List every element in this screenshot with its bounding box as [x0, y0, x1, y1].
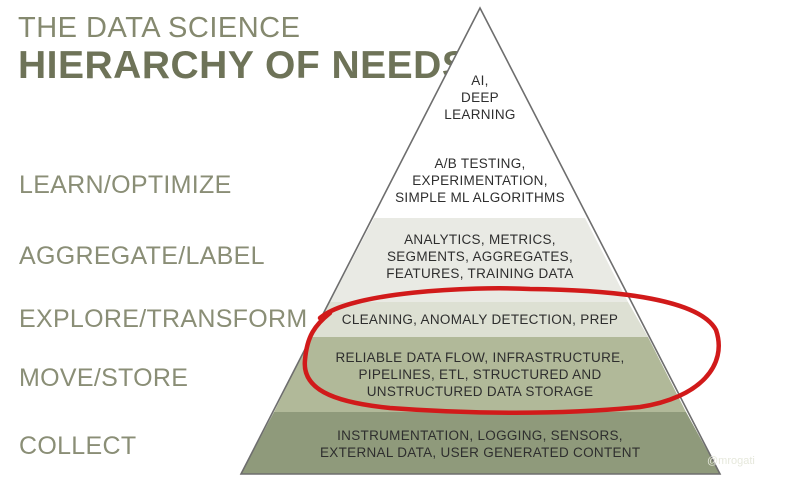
- credit-handle: @mrogati: [707, 455, 755, 467]
- tier-analytics-text: ANALYTICS, METRICS, SEGMENTS, AGGREGATES…: [380, 231, 580, 282]
- tier-reliable-band: [274, 337, 686, 412]
- tier-ai-line: LEARNING: [444, 107, 516, 122]
- pyramid-outline: [239, 6, 722, 475]
- side-label-explore-transform: EXPLORE/TRANSFORM: [19, 305, 308, 333]
- title-line-2: HIERARCHY OF NEEDS: [18, 44, 469, 87]
- tier-ai-band: [412, 8, 547, 143]
- tier-ab-line: A/B TESTING,: [434, 156, 526, 171]
- tier-ai-text: AI, DEEP LEARNING: [440, 72, 520, 123]
- tier-reliable-line: UNSTRUCTURED DATA STORAGE: [366, 384, 594, 399]
- side-label-move-store: MOVE/STORE: [19, 364, 189, 392]
- tier-ab-testing-text: A/B TESTING, EXPERIMENTATION, SIMPLE ML …: [395, 155, 565, 206]
- tier-reliable-line: PIPELINES, ETL, STRUCTURED AND: [358, 367, 602, 382]
- tier-instrumentation-line: EXTERNAL DATA, USER GENERATED CONTENT: [320, 445, 641, 460]
- side-label-learn-optimize: LEARN/OPTIMIZE: [19, 171, 232, 199]
- tier-instrumentation-band: [241, 412, 720, 474]
- tier-ab-line: EXPERIMENTATION,: [412, 173, 548, 188]
- tier-analytics-line: SEGMENTS, AGGREGATES,: [386, 249, 574, 264]
- tier-cleaning-band: [311, 302, 648, 337]
- tier-analytics-band: [330, 218, 628, 302]
- tier-instrumentation-text: INSTRUMENTATION, LOGGING, SENSORS, EXTER…: [320, 427, 640, 461]
- tier-ab-line: SIMPLE ML ALGORITHMS: [395, 190, 565, 205]
- highlight-ellipse: [302, 286, 721, 415]
- side-label-aggregate-label: AGGREGATE/LABEL: [19, 242, 265, 270]
- tier-ai-line: AI,: [471, 73, 489, 88]
- title-line-1: THE DATA SCIENCE: [18, 12, 301, 44]
- tier-reliable-text: RELIABLE DATA FLOW, INFRASTRUCTURE, PIPE…: [320, 349, 640, 400]
- side-label-collect: COLLECT: [19, 432, 137, 460]
- tier-reliable-line: RELIABLE DATA FLOW, INFRASTRUCTURE,: [335, 350, 625, 365]
- tier-analytics-line: ANALYTICS, METRICS,: [404, 232, 556, 247]
- tier-instrumentation-line: INSTRUMENTATION, LOGGING, SENSORS,: [337, 428, 623, 443]
- tier-cleaning-text: CLEANING, ANOMALY DETECTION, PREP: [340, 311, 620, 328]
- tier-analytics-line: FEATURES, TRAINING DATA: [386, 266, 574, 281]
- tier-ai-line: DEEP: [461, 90, 499, 105]
- tier-cleaning-line: CLEANING, ANOMALY DETECTION, PREP: [341, 312, 619, 327]
- tier-ab-testing-band: [374, 143, 585, 218]
